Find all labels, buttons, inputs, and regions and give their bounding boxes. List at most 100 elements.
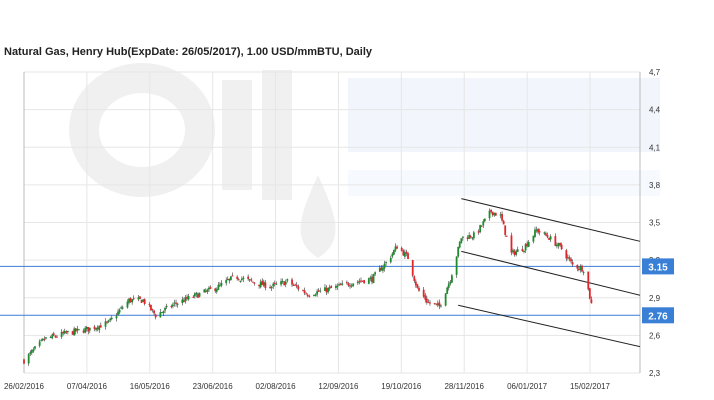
candle-down xyxy=(148,304,151,306)
candle-down xyxy=(71,331,74,335)
candle-down xyxy=(560,244,563,250)
candle-down xyxy=(150,304,152,311)
candle-up xyxy=(523,250,525,252)
candle-up xyxy=(217,284,220,290)
candle-up xyxy=(34,346,36,349)
candle-down xyxy=(396,246,398,249)
candle-up xyxy=(203,289,206,293)
candle-down xyxy=(521,248,524,252)
y-tick-label: 2,9 xyxy=(649,294,661,303)
candle-up xyxy=(187,296,190,300)
candle-down xyxy=(231,275,234,277)
candle-down xyxy=(264,282,267,289)
candle-up xyxy=(446,287,449,294)
candle-up xyxy=(449,281,452,284)
candle-down xyxy=(554,236,557,246)
candle-up xyxy=(281,280,284,282)
candle-up xyxy=(534,229,536,237)
candle-down xyxy=(197,293,199,298)
candle-up xyxy=(579,266,582,271)
candle-up xyxy=(324,287,326,291)
candle-down xyxy=(570,258,572,262)
candle-up xyxy=(172,304,174,307)
level-label: 3.15 xyxy=(648,262,668,273)
candle-up xyxy=(230,276,232,280)
candle-up xyxy=(369,277,372,279)
candle-up xyxy=(493,212,496,216)
level-price-labels: 3.15 2.76 xyxy=(642,258,674,324)
candle-down xyxy=(153,310,155,314)
x-tick-label: 15/02/2017 xyxy=(570,382,611,391)
candle-down xyxy=(87,327,90,332)
candle-down xyxy=(414,281,417,286)
candle-up xyxy=(280,281,282,285)
x-tick-label: 19/10/2016 xyxy=(381,382,422,391)
x-tick-label: 02/08/2016 xyxy=(256,382,297,391)
candle-down xyxy=(297,286,300,290)
y-tick-label: 4,1 xyxy=(649,143,661,152)
candle-up xyxy=(524,244,527,251)
candle-down xyxy=(501,213,503,221)
candle-down xyxy=(422,289,425,297)
candle-up xyxy=(451,275,453,283)
candle-up xyxy=(327,287,329,293)
candle-up xyxy=(181,299,184,304)
candle-down xyxy=(143,299,146,305)
candle-down xyxy=(273,282,276,284)
candle-down xyxy=(588,288,591,299)
candle-down xyxy=(306,294,309,297)
candle-up xyxy=(60,331,63,337)
candle-up xyxy=(472,232,475,239)
candle-down xyxy=(429,302,431,304)
y-tick-label: 4,7 xyxy=(649,68,661,77)
candle-down xyxy=(427,302,430,304)
candle-up xyxy=(483,218,486,222)
candle-up xyxy=(84,328,87,333)
candle-down xyxy=(106,321,108,323)
candle-down xyxy=(226,279,229,281)
candle-down xyxy=(491,211,494,216)
level-badge xyxy=(642,258,674,275)
candle-down xyxy=(253,282,256,284)
candle-up xyxy=(458,242,461,248)
candle-up xyxy=(117,311,119,316)
candle-up xyxy=(164,307,166,311)
candle-down xyxy=(411,260,414,276)
candle-up xyxy=(335,285,337,289)
candle-up xyxy=(88,327,91,331)
candle-up xyxy=(471,237,474,239)
candle-down xyxy=(204,290,207,292)
candle-up xyxy=(479,225,482,233)
candle-down xyxy=(192,296,195,298)
candle-down xyxy=(526,243,529,247)
candle-down xyxy=(261,280,264,286)
candle-down xyxy=(577,268,580,270)
candle-down xyxy=(52,333,55,336)
candle-down xyxy=(466,237,469,240)
candle-up xyxy=(316,291,319,295)
candle-up xyxy=(115,316,118,319)
candle-up xyxy=(176,303,179,305)
candle-down xyxy=(360,280,362,282)
candle-up xyxy=(532,235,535,242)
candle-down xyxy=(505,235,508,237)
candle-down xyxy=(251,281,254,283)
candle-down xyxy=(361,280,364,282)
level-label: 2.76 xyxy=(648,311,668,322)
candle-down xyxy=(182,300,185,303)
candle-down xyxy=(339,284,342,286)
x-tick-label: 26/02/2016 xyxy=(4,382,45,391)
candle-down xyxy=(400,247,403,251)
candle-down xyxy=(504,225,507,235)
candle-up xyxy=(142,299,145,302)
candle-up xyxy=(367,278,370,284)
candle-up xyxy=(38,341,41,346)
x-tick-label: 23/06/2016 xyxy=(193,382,234,391)
candle-down xyxy=(302,290,304,292)
candle-up xyxy=(95,328,98,330)
candle-up xyxy=(272,283,275,287)
candle-up xyxy=(29,352,32,354)
candle-up xyxy=(338,284,340,286)
candle-down xyxy=(325,287,328,293)
candle-up xyxy=(128,298,130,303)
